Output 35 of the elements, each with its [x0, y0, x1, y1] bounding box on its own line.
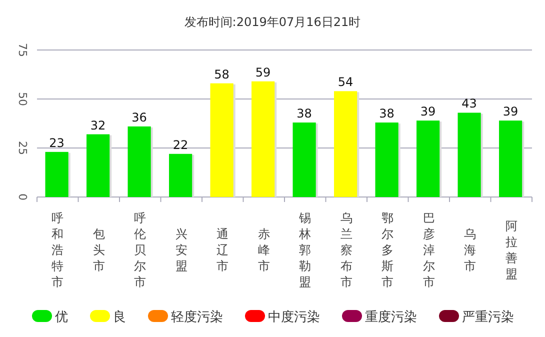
legend-label: 中度污染 — [268, 309, 320, 325]
x-tick-label: 巴彦淖尔市 — [422, 211, 435, 289]
x-tick-label: 乌兰察布市 — [340, 211, 352, 289]
y-tick-label: 50 — [16, 92, 29, 106]
x-tick-label: 锡林郭勒盟 — [298, 211, 312, 289]
x-tick-label: 兴安盟 — [175, 227, 188, 273]
x-tick-label: 乌海市 — [464, 227, 476, 273]
y-tick-label: 0 — [16, 194, 29, 200]
data-label: 23 — [49, 136, 64, 150]
data-label: 38 — [379, 106, 394, 121]
legend-label: 优 — [55, 310, 68, 325]
legend-label: 轻度污染 — [171, 309, 223, 325]
y-tick-label: 75 — [16, 43, 29, 57]
legend-label: 严重污染 — [462, 310, 514, 325]
data-label: 38 — [296, 106, 312, 121]
data-label: 22 — [172, 138, 188, 152]
data-label: 54 — [338, 75, 354, 90]
data-label: 58 — [214, 67, 230, 82]
x-tick-label: 鄂尔多斯市 — [382, 211, 394, 289]
data-label: 32 — [90, 118, 106, 132]
legend-label: 良 — [113, 310, 126, 325]
x-tick-label: 包头市 — [92, 227, 105, 273]
x-tick-label: 呼伦贝尔市 — [134, 211, 146, 289]
data-label: 43 — [462, 96, 477, 111]
y-tick-label: 25 — [16, 141, 29, 155]
data-label: 59 — [255, 65, 271, 80]
x-tick-label: 呼和浩特市 — [52, 211, 64, 289]
data-label: 36 — [132, 110, 147, 124]
data-label: 39 — [502, 104, 518, 119]
legend-label: 重度污染 — [365, 309, 417, 325]
data-label: 39 — [420, 104, 436, 119]
x-tick-label: 通辽市 — [216, 227, 229, 273]
chart-title: 发布时间:2019年07月16日21时 — [184, 15, 361, 29]
x-tick-label: 阿拉善盟 — [505, 219, 518, 281]
x-tick-label: 赤峰市 — [258, 227, 270, 273]
